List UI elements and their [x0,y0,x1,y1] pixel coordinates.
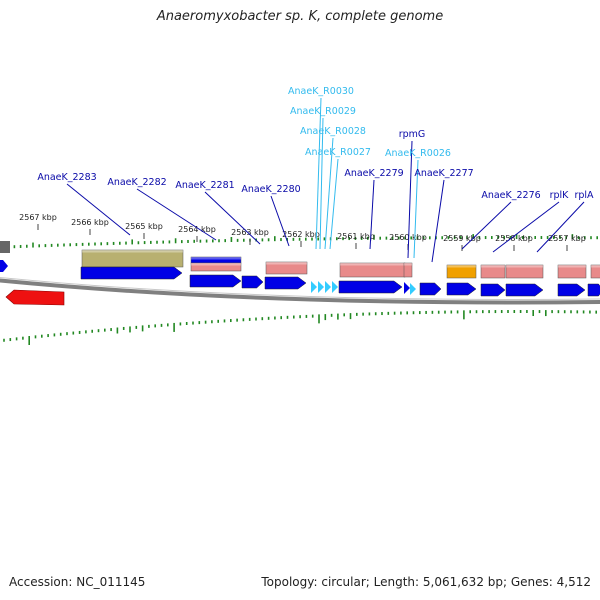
backbone-arc [0,278,600,305]
genome-stats-text: Topology: circular; Length: 5,061,632 bp… [261,575,591,589]
cds-arrow [189,274,242,288]
gene-block-sheen [558,265,586,268]
scale-tick-label: 2558 kbp [495,234,533,243]
leader-line [329,158,339,250]
genome-backbone [0,241,600,305]
leader-line [319,117,324,250]
leader-line [136,188,217,241]
gene-label: rplK [550,190,570,201]
gene-block-sheen [191,257,241,260]
rna-arrow [325,281,331,293]
gene-label: AnaeK_2282 [107,177,166,188]
cds-arrow [587,283,600,297]
gene-block-sheen [82,250,183,253]
gene-label: AnaeK_2283 [37,172,96,183]
gene-label: AnaeK_2280 [241,184,300,195]
rna-arrow [311,281,317,293]
gene-label: AnaeK_2279 [344,168,403,179]
scale-tick-label: 2561 kbp [337,232,375,241]
scale-tick-label: 2560 kbp [389,233,427,242]
gene-block [190,262,242,272]
gene-label: AnaeK_R0027 [305,147,371,158]
gene-block [590,264,600,279]
leader-line [461,201,512,250]
cds-arrow [480,283,506,297]
feature-track [0,249,600,306]
scale-tick-label: 2563 kbp [231,228,269,237]
gene-block [403,262,413,278]
reverse-gene-block [5,289,65,306]
scale-tick-label: 2557 kbp [548,234,586,243]
cds-arrow [338,280,403,294]
gene-block [505,264,544,279]
map-title: Anaeromyxobacter sp. K, complete genome [156,9,444,24]
leader-line [413,159,419,259]
gc-skew-track-top [1,234,599,249]
gene-label: AnaeK_R0028 [300,126,366,137]
leader-line [407,140,413,259]
scale-tick-label: 2562 kbp [282,230,320,239]
rna-arrow [318,281,324,293]
cds-arrow [80,266,183,280]
gene-block [446,264,477,279]
gene-label: rpmG [399,129,426,140]
leader-line [492,201,560,253]
label-leader-lines [66,97,585,263]
gc-skew-track-bottom [3,310,598,346]
gene-block-sheen [404,263,412,266]
gene-label-layer: AnaeK_2283 AnaeK_2282 AnaeK_2281 AnaeK_2280… [37,86,594,201]
scale-tick-label: 2559 kbp [443,234,481,243]
leader-line [324,137,334,250]
gene-label: AnaeK_2281 [175,180,234,191]
leader-line [369,179,375,250]
backbone-end-block [0,241,10,253]
gene-block [81,249,184,268]
rna-arrow [332,281,338,293]
cds-arrow [241,275,264,289]
scale-tick-label: 2566 kbp [71,218,109,227]
cds-arrow [505,283,544,297]
cds-arrow [404,282,410,294]
cds-arrow [557,283,586,297]
scale-tick-track: 2567 kbp 2566 kbp 2565 kbp 2564 kbp 2563 kbp… [19,213,586,251]
gene-block-sheen [591,265,600,268]
leader-line [315,97,322,250]
cds-arrow [0,260,8,272]
leader-line [431,179,445,263]
cds-arrow [264,276,307,290]
leader-line [204,191,261,245]
gene-block [557,264,587,279]
gene-label: AnaeK_2276 [481,190,540,201]
cds-arrow [446,282,477,296]
gene-block-sheen [266,262,307,265]
gene-label: AnaeK_R0030 [288,86,354,97]
gene-label: AnaeK_2277 [414,168,473,179]
gene-block-sheen [191,263,241,266]
gene-block-sheen [481,265,505,268]
scale-tick-label: 2567 kbp [19,213,57,222]
gene-label: AnaeK_R0026 [385,148,451,159]
scale-tick-label: 2565 kbp [125,222,163,231]
gene-block-sheen [506,265,543,268]
scale-tick-label: 2564 kbp [178,225,216,234]
cds-arrow [419,282,442,296]
gene-label: rplA [574,190,594,201]
leader-line [536,201,585,253]
leader-line [270,195,290,247]
gene-block-sheen [447,265,476,268]
gene-block-sheen [340,263,405,266]
gene-block [265,261,308,275]
leader-line [66,183,131,236]
accession-text: Accession: NC_011145 [9,575,146,589]
gene-block [480,264,506,279]
rna-arrow [410,283,416,295]
backbone-highlight [0,276,600,301]
gene-label: AnaeK_R0029 [290,106,356,117]
